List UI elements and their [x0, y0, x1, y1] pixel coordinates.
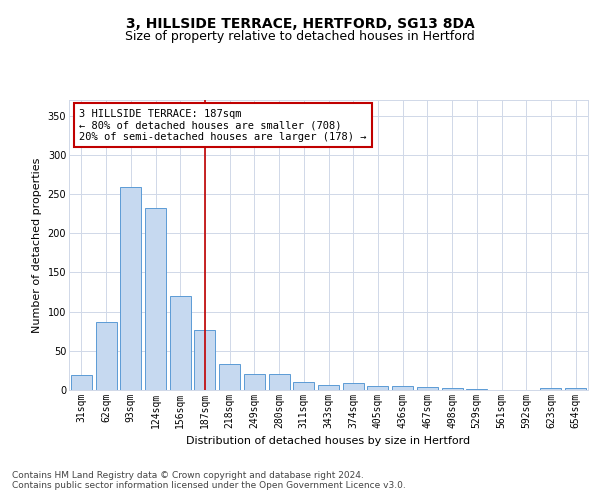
Bar — [367, 386, 388, 390]
Bar — [541, 388, 562, 390]
Bar — [392, 386, 413, 390]
Bar — [318, 384, 339, 390]
Bar — [466, 389, 487, 390]
Text: Contains HM Land Registry data © Crown copyright and database right 2024.
Contai: Contains HM Land Registry data © Crown c… — [12, 470, 406, 490]
Bar — [442, 388, 463, 390]
Bar — [219, 364, 240, 390]
Bar — [120, 187, 141, 390]
Bar — [293, 382, 314, 390]
Y-axis label: Number of detached properties: Number of detached properties — [32, 158, 42, 332]
Bar — [170, 296, 191, 390]
Bar — [343, 383, 364, 390]
Text: 3 HILLSIDE TERRACE: 187sqm
← 80% of detached houses are smaller (708)
20% of sem: 3 HILLSIDE TERRACE: 187sqm ← 80% of deta… — [79, 108, 367, 142]
Bar — [565, 388, 586, 390]
Bar — [194, 330, 215, 390]
Text: 3, HILLSIDE TERRACE, HERTFORD, SG13 8DA: 3, HILLSIDE TERRACE, HERTFORD, SG13 8DA — [125, 18, 475, 32]
Bar — [95, 322, 116, 390]
Bar — [269, 374, 290, 390]
X-axis label: Distribution of detached houses by size in Hertford: Distribution of detached houses by size … — [187, 436, 470, 446]
Bar — [417, 387, 438, 390]
Bar — [244, 374, 265, 390]
Bar — [145, 208, 166, 390]
Text: Size of property relative to detached houses in Hertford: Size of property relative to detached ho… — [125, 30, 475, 43]
Bar — [71, 375, 92, 390]
